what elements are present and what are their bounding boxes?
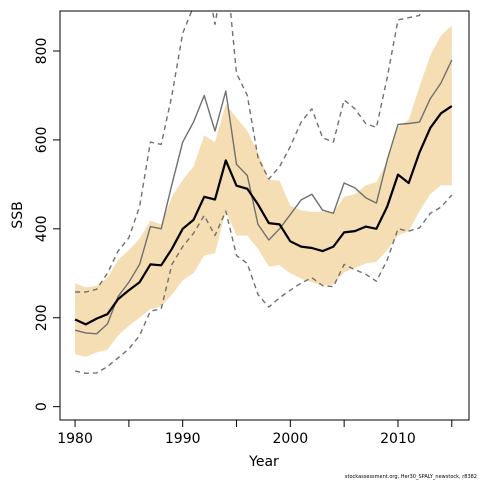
series-line-3 — [75, 11, 423, 293]
y-tick-label-0: 0 — [34, 402, 50, 411]
x-axis-title: Year — [248, 454, 279, 470]
x-tick-label-2010: 2010 — [380, 431, 416, 447]
series-line-2 — [74, 194, 453, 374]
series-line-0 — [74, 105, 453, 326]
y-tick-label-600: 600 — [34, 127, 50, 154]
footnote: stockassessment.org, Her30_SPALY_newstoc… — [345, 474, 477, 480]
y-axis: 0 200 400 600 800 — [34, 38, 60, 411]
series-line-1 — [74, 59, 453, 335]
y-axis-title: SSB — [10, 201, 26, 228]
y-tick-label-400: 400 — [34, 215, 50, 242]
x-tick-label-1980: 1980 — [57, 431, 93, 447]
plot-area — [74, 11, 453, 374]
y-tick-label-200: 200 — [34, 304, 50, 331]
x-tick-label-2000: 2000 — [273, 431, 309, 447]
confidence-band — [75, 25, 452, 357]
x-axis: 1980 1990 2000 2010 — [57, 419, 453, 447]
x-tick-label-1990: 1990 — [165, 431, 201, 447]
y-tick-label-800: 800 — [34, 38, 50, 65]
